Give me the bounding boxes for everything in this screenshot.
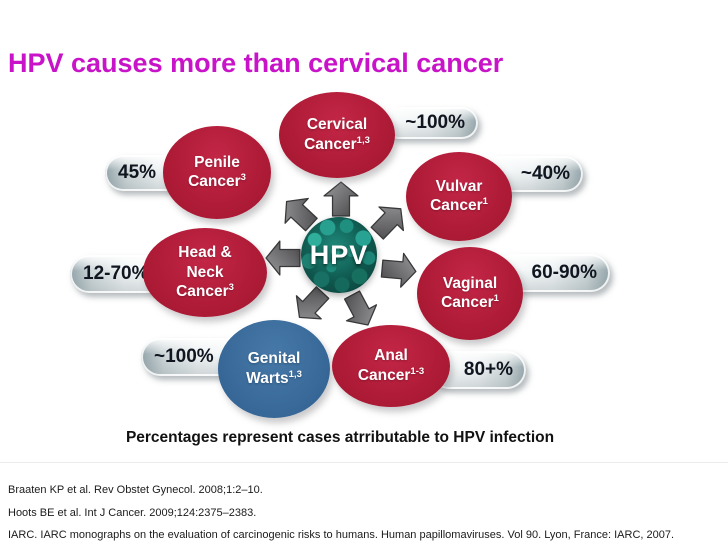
- percentage-value: ~100%: [405, 112, 465, 133]
- percentage-value: ~40%: [520, 163, 570, 184]
- node-superscript: 1: [482, 196, 488, 208]
- node-label: Cervical Cancer: [304, 116, 368, 154]
- hpv-hub-diagram: ~100% 45% ~40% 12-70% 60-90% ~100% 80+% …: [83, 92, 598, 418]
- node-oval-penile-cancer: Penile Cancer3: [163, 126, 271, 219]
- node-label: Penile Cancer: [188, 153, 241, 191]
- node-oval-vulvar-cancer: Vulvar Cancer1: [406, 152, 512, 241]
- percentage-value: 12-70%: [83, 263, 149, 284]
- node-superscript: 3: [240, 172, 246, 184]
- footer-divider: [0, 462, 728, 463]
- node-superscript: 1,3: [356, 134, 370, 146]
- reference-citation-3: IARC. IARC monographs on the evaluation …: [8, 529, 675, 541]
- percentage-pill-cervical: ~100%: [383, 107, 478, 139]
- hub-label: HPV: [309, 239, 369, 270]
- node-superscript: 1: [493, 293, 499, 305]
- percentage-value: ~100%: [154, 346, 214, 367]
- node-oval-cervical-cancer: Cervical Cancer1,3: [279, 92, 395, 178]
- slide-title: HPV causes more than cervical cancer: [8, 48, 504, 78]
- percentage-value: 45%: [118, 162, 157, 183]
- node-oval-anal-cancer: Anal Cancer1-3: [332, 325, 450, 407]
- node-label: Vulvar Cancer: [430, 177, 483, 215]
- node-oval-vaginal-cancer: Vaginal Cancer1: [417, 247, 523, 340]
- node-label: Head & Neck Cancer: [176, 243, 232, 301]
- node-superscript: 1-3: [410, 365, 425, 377]
- percentage-value: 80+%: [463, 359, 513, 380]
- node-superscript: 1,3: [288, 368, 302, 380]
- node-superscript: 3: [228, 282, 234, 294]
- node-label: Vaginal Cancer: [441, 274, 498, 312]
- arrow-up-icon: [323, 181, 359, 217]
- node-oval-head-neck-cancer: Head & Neck Cancer3: [143, 228, 267, 317]
- caption-text: Percentages represent cases atrributable…: [125, 429, 555, 446]
- node-label: Genital Warts: [246, 350, 301, 388]
- percentage-value: 60-90%: [531, 262, 598, 283]
- arrow-left-icon: [265, 240, 301, 276]
- hpv-virus-icon: HPV: [301, 217, 377, 293]
- node-oval-genital-warts: Genital Warts1,3: [218, 320, 330, 418]
- reference-citation-1: Braaten KP et al. Rev Obstet Gynecol. 20…: [8, 484, 263, 496]
- reference-citation-2: Hoots BE et al. Int J Cancer. 2009;124:2…: [8, 507, 257, 519]
- arrow-right-icon: [379, 250, 418, 289]
- node-label: Anal Cancer: [357, 347, 411, 385]
